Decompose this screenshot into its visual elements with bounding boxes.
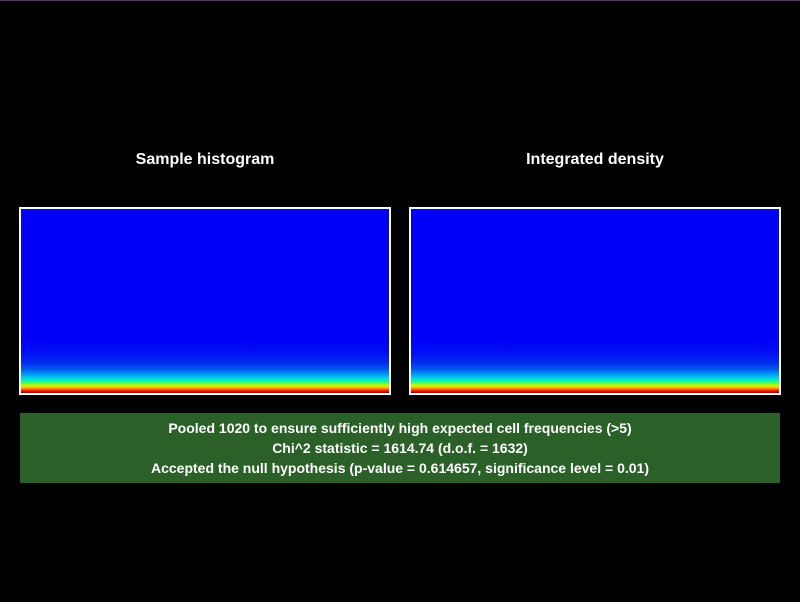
test-result-panel: Pooled 1020 to ensure sufficiently high … bbox=[20, 413, 780, 483]
integrated-density-title: Integrated density bbox=[526, 151, 664, 168]
chi-square-statistic-text: Chi^2 statistic = 1614.74 (d.o.f. = 1632… bbox=[272, 440, 528, 456]
sample-histogram-title: Sample histogram bbox=[135, 151, 275, 168]
window-top-edge bbox=[0, 0, 800, 1]
hypothesis-result-text: Accepted the null hypothesis (p-value = … bbox=[151, 460, 649, 476]
pooling-info-text: Pooled 1020 to ensure sufficiently high … bbox=[168, 420, 632, 436]
sample-histogram-plot bbox=[19, 207, 391, 395]
integrated-density-plot bbox=[409, 207, 781, 395]
